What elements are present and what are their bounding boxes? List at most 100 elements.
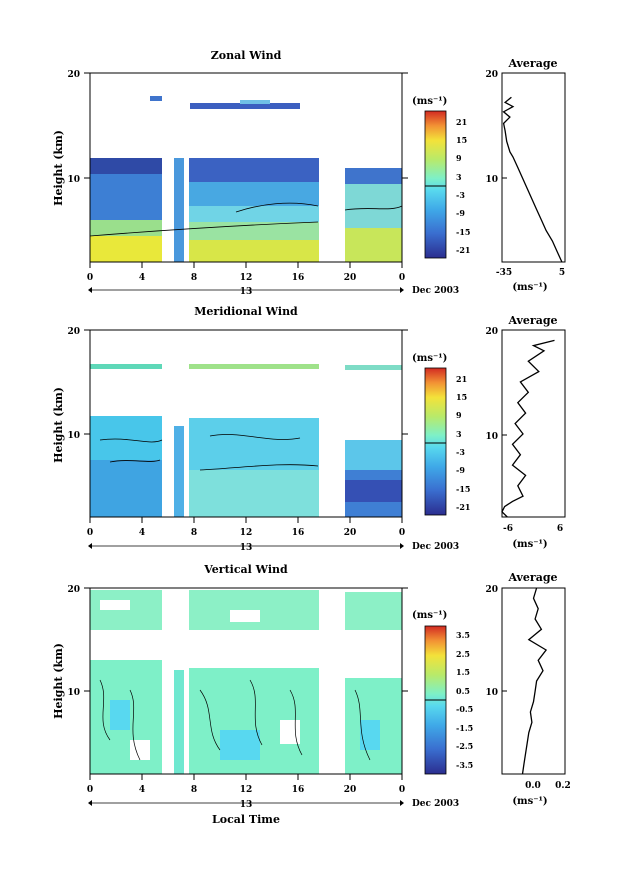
meridional-cb-15: 15 <box>456 392 467 402</box>
meridional-title: Meridional Wind <box>194 305 298 318</box>
meridional-day-label: 13 <box>240 543 253 553</box>
meridional-average-line <box>501 339 555 518</box>
meridional-colorbar: (ms⁻¹) 21 15 9 3 -3 -9 -15 -21 <box>412 353 470 516</box>
zonal-average-line <box>502 96 563 263</box>
zonal-day-label: 13 <box>240 287 253 297</box>
vertical-ylabel: Height (km) <box>52 643 65 719</box>
zonal-xtick-16: 16 <box>292 273 305 283</box>
zonal-avg-ytick-10: 10 <box>485 175 498 185</box>
meridional-xtick-0: 0 <box>87 528 93 538</box>
zonal-xtick-4: 4 <box>139 273 145 283</box>
zonal-xtick-20: 20 <box>344 273 357 283</box>
vertical-axes: 10 20 Height (km) 0 4 8 12 16 20 0 13 <box>52 585 459 826</box>
zonal-xtick-0: 0 <box>87 273 93 283</box>
vertical-wind-panel: Vertical Wind 10 20 Height <box>52 563 571 826</box>
vertical-xtick-20: 20 <box>344 785 357 795</box>
vertical-ytick-20: 20 <box>67 585 80 595</box>
vertical-average: Average 10 20 0.0 0.2 (ms⁻¹) <box>485 571 570 807</box>
zonal-avg-xtick-right: 5 <box>559 268 565 278</box>
zonal-cb-9: 9 <box>456 153 462 163</box>
zonal-avg-title: Average <box>507 57 557 70</box>
vertical-cb-m0.5: -0.5 <box>456 704 473 714</box>
meridional-ylabel: Height (km) <box>52 387 65 463</box>
x-axis-label: Local Time <box>212 813 280 826</box>
zonal-xtick-24: 0 <box>399 273 405 283</box>
meridional-field <box>90 364 402 517</box>
vertical-xtick-16: 16 <box>292 785 305 795</box>
zonal-wind-panel: Zonal Wind <box>52 49 566 297</box>
meridional-avg-xtick-right: 6 <box>557 524 563 534</box>
zonal-colorbar: (ms⁻¹) 21 15 9 3 -3 -9 -15 -21 <box>412 96 470 259</box>
vertical-day-label: 13 <box>240 800 253 810</box>
zonal-xtick-12: 12 <box>240 273 253 283</box>
vertical-colorbar: (ms⁻¹) 3.5 2.5 1.5 0.5 -0.5 -1.5 -2.5 -3… <box>412 610 473 775</box>
meridional-date-label: Dec 2003 <box>412 542 459 552</box>
zonal-date-label: Dec 2003 <box>412 286 459 296</box>
zonal-ylabel: Height (km) <box>52 130 65 206</box>
meridional-axes: 10 20 Height (km) 0 4 8 12 16 20 0 13 <box>52 327 459 553</box>
vertical-avg-ytick-20: 20 <box>485 585 498 595</box>
vertical-cb-2.5: 2.5 <box>456 649 470 659</box>
meridional-unit: (ms⁻¹) <box>412 353 447 364</box>
vertical-avg-ytick-10: 10 <box>485 688 498 698</box>
vertical-avg-xtick-0.2: 0.2 <box>555 781 571 791</box>
meridional-cb-3: 3 <box>456 429 462 439</box>
average-profile-lines <box>501 96 563 775</box>
meridional-xtick-16: 16 <box>292 528 305 538</box>
meridional-average: Average 10 20 -6 6 (ms⁻¹) <box>485 314 566 550</box>
vertical-cb-m1.5: -1.5 <box>456 723 473 733</box>
vertical-unit: (ms⁻¹) <box>412 610 447 621</box>
zonal-xtick-8: 8 <box>191 273 197 283</box>
meridional-xtick-8: 8 <box>191 528 197 538</box>
meridional-xtick-4: 4 <box>139 528 145 538</box>
vertical-cb-1.5: 1.5 <box>456 667 470 677</box>
zonal-ytick-20: 20 <box>67 70 80 80</box>
meridional-cb-9: 9 <box>456 410 462 420</box>
meridional-avg-ytick-20: 20 <box>485 327 498 337</box>
vertical-xtick-8: 8 <box>191 785 197 795</box>
vertical-avg-title: Average <box>507 571 557 584</box>
meridional-ytick-10: 10 <box>67 431 80 441</box>
vertical-xtick-0: 0 <box>87 785 93 795</box>
vertical-avg-xunit: (ms⁻¹) <box>512 796 547 807</box>
meridional-wind-panel: Meridional Wind 10 20 Heigh <box>52 305 566 553</box>
zonal-cb-m9: -9 <box>456 208 465 218</box>
vertical-average-line <box>521 587 548 775</box>
zonal-average: Average 10 20 -35 5 (ms⁻¹) <box>485 57 566 293</box>
meridional-cb-m3: -3 <box>456 447 465 457</box>
vertical-avg-xtick-0: 0.0 <box>525 781 541 791</box>
vertical-xtick-24: 0 <box>399 785 405 795</box>
meridional-cb-m9: -9 <box>456 465 465 475</box>
vertical-cb-m2.5: -2.5 <box>456 741 473 751</box>
vertical-xticks: 0 4 8 12 16 20 0 <box>87 785 405 795</box>
meridional-cb-21: 21 <box>456 374 467 384</box>
meridional-avg-ytick-10: 10 <box>485 432 498 442</box>
zonal-avg-xunit: (ms⁻¹) <box>512 282 547 293</box>
vertical-xtick-4: 4 <box>139 785 145 795</box>
zonal-ytick-10: 10 <box>67 175 80 185</box>
vertical-ytick-10: 10 <box>67 688 80 698</box>
zonal-cb-15: 15 <box>456 135 467 145</box>
meridional-avg-xunit: (ms⁻¹) <box>512 539 547 550</box>
meridional-avg-title: Average <box>507 314 557 327</box>
vertical-cb-3.5: 3.5 <box>456 630 470 640</box>
zonal-field <box>89 96 403 262</box>
zonal-avg-xtick-left: -35 <box>496 268 512 278</box>
zonal-cb-m21: -21 <box>456 245 470 255</box>
vertical-xtick-12: 12 <box>240 785 253 795</box>
zonal-cb-m3: -3 <box>456 190 465 200</box>
zonal-title: Zonal Wind <box>211 49 282 62</box>
zonal-cb-21: 21 <box>456 117 467 127</box>
zonal-avg-ytick-20: 20 <box>485 70 498 80</box>
meridional-avg-xtick-left: -6 <box>503 524 513 534</box>
vertical-cb-0.5: 0.5 <box>456 686 470 696</box>
zonal-cb-m15: -15 <box>456 227 470 237</box>
meridional-xtick-12: 12 <box>240 528 253 538</box>
meridional-xtick-24: 0 <box>399 528 405 538</box>
zonal-xticks: 0 4 8 12 16 20 0 <box>87 273 405 283</box>
meridional-cb-m15: -15 <box>456 484 470 494</box>
vertical-cb-m3.5: -3.5 <box>456 760 473 770</box>
meridional-ytick-20: 20 <box>67 327 80 337</box>
zonal-axes: 10 20 Height (km) 0 4 8 12 16 20 0 13 <box>52 70 459 297</box>
